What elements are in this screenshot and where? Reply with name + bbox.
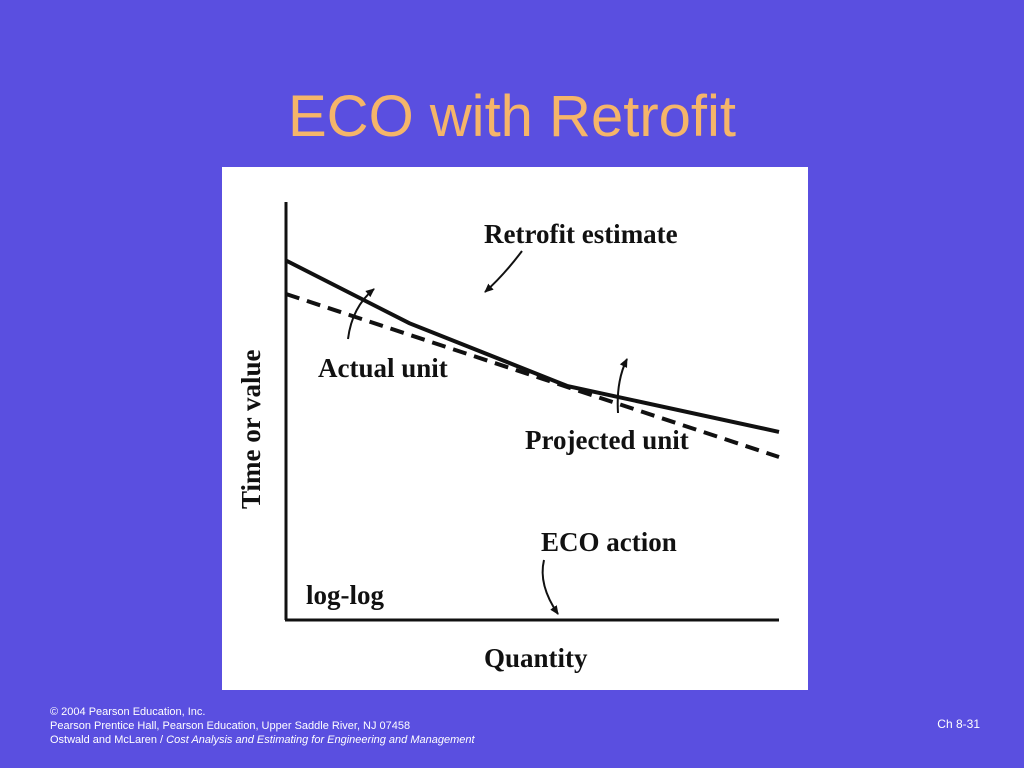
- scale-note: log-log: [306, 580, 384, 610]
- annotation-retrofit-estimate: Retrofit estimate: [484, 219, 678, 249]
- slide-title: ECO with Retrofit: [288, 84, 736, 149]
- y-axis-label: Time or value: [236, 349, 266, 509]
- footer-publisher: Pearson Prentice Hall, Pearson Education…: [50, 720, 411, 732]
- projected-unit-arrow: [616, 358, 628, 414]
- slide-number: Ch 8-31: [937, 717, 980, 731]
- annotation-projected-unit: Projected unit: [525, 425, 689, 455]
- actual-unit-arrow: [347, 288, 375, 340]
- x-axis-label: Quantity: [484, 643, 588, 673]
- footer: © 2004 Pearson Education, Inc. Pearson P…: [50, 705, 475, 747]
- annotation-actual-unit: Actual unit: [318, 353, 448, 383]
- footer-book-title: Cost Analysis and Estimating for Enginee…: [166, 734, 475, 746]
- series-line-retrofit-estimate: [285, 258, 780, 434]
- footer-copyright: © 2004 Pearson Education, Inc.: [50, 706, 206, 718]
- annotation-eco-action: ECO action: [541, 527, 677, 557]
- eco-action-arrow: [541, 559, 559, 615]
- chart-svg: Retrofit estimate Actual unit Projected …: [236, 202, 780, 673]
- retrofit-estimate-arrow: [484, 250, 523, 293]
- footer-citation: Ostwald and McLaren / Cost Analysis and …: [50, 733, 475, 747]
- footer-authors: Ostwald and McLaren /: [50, 734, 167, 746]
- chart-figure: Retrofit estimate Actual unit Projected …: [222, 167, 808, 690]
